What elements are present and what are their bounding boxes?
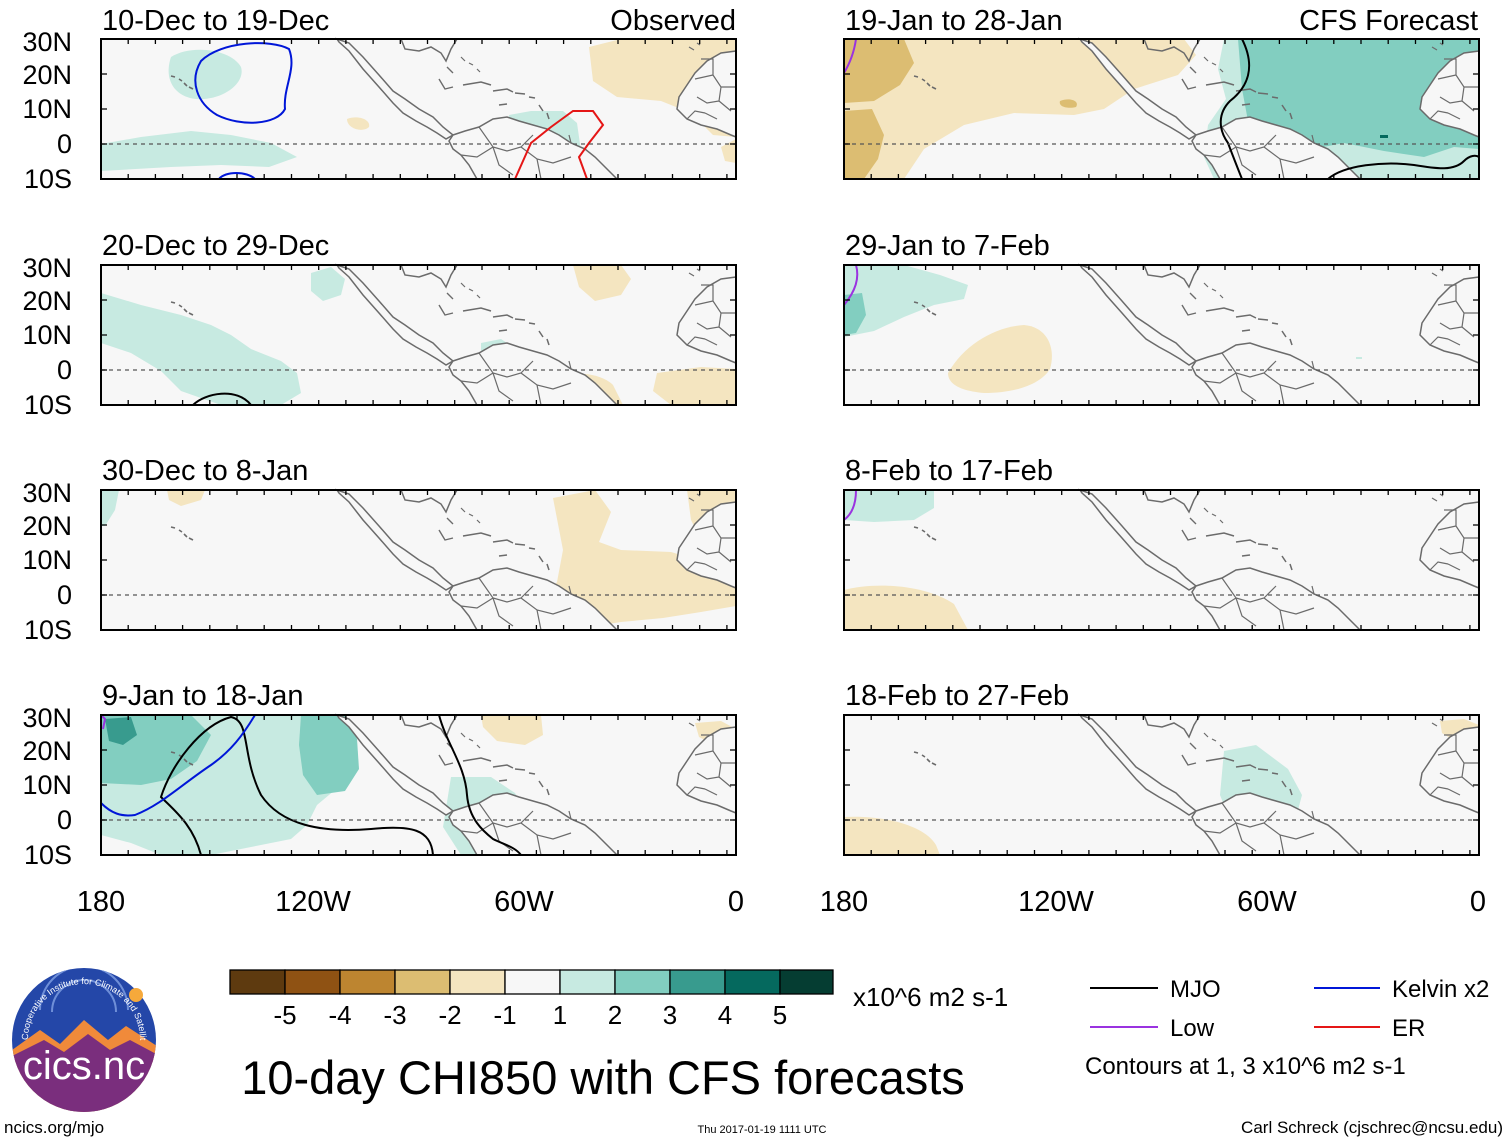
colorbar-swatch [449,969,506,995]
column-label-forecast: CFS Forecast [1299,5,1478,37]
colorbar-tick: -5 [273,1000,296,1030]
lon-axis-left: 180 120W 60W 0 [77,886,744,918]
panel-observed-2: 20-Dec to 29-Dec [100,230,737,406]
colorbar-tick: 1 [553,1000,567,1030]
legend-note: Contours at 1, 3 x10^6 m2 s-1 [1085,1053,1406,1080]
colorbar-swatch [724,969,781,995]
colorbar-swatch [284,969,341,995]
figure-title: 10-day CHI850 with CFS forecasts [241,1051,965,1104]
lat-label: 10N [22,94,72,124]
panel-title: 9-Jan to 18-Jan [102,680,304,712]
lon-label: 0 [1470,886,1486,918]
panel-forecast-1: 19-Jan to 28-Jan CFS Forecast [843,5,1480,180]
colorbar-swatch [559,969,616,995]
lat-label: 0 [57,805,72,835]
lat-label: 0 [57,580,72,610]
lat-label: 20N [22,286,72,316]
lat-label: 30N [22,478,72,508]
panel-title: 10-Dec to 19-Dec [102,5,329,37]
colorbar: -5 -4 -3 -2 -1 1 2 3 4 5 x10^6 m2 s-1 [229,969,1008,1030]
panel-title: 29-Jan to 7-Feb [845,230,1050,262]
colorbar-tick: 3 [663,1000,677,1030]
panel-forecast-2: 29-Jan to 7-Feb [843,230,1480,406]
logo-text: cics.nc [23,1044,145,1088]
colorbar-tick: 5 [773,1000,787,1030]
lon-label: 120W [1018,886,1094,918]
panel-title: 18-Feb to 27-Feb [845,680,1069,712]
lon-label: 120W [275,886,351,918]
colorbar-swatch [229,969,286,995]
lon-label: 0 [728,886,744,918]
column-label-observed: Observed [610,5,736,37]
lat-label: 20N [22,736,72,766]
legend-label-mjo: MJO [1170,976,1221,1003]
lat-label: 10N [22,320,72,350]
lat-label: 10S [24,840,72,870]
colorbar-tick: 4 [718,1000,732,1030]
colorbar-swatch [779,969,834,995]
lat-label: 10N [22,770,72,800]
panel-title: 19-Jan to 28-Jan [845,5,1063,37]
lon-label: 60W [1237,886,1297,918]
lon-axis-right: 180 120W 60W 0 [820,886,1486,918]
footer-site: ncics.org/mjo [4,1118,104,1137]
lat-label: 20N [22,511,72,541]
legend: MJO Kelvin x2 Low ER Contours at 1, 3 x1… [1085,976,1489,1080]
panel-observed-3: 30-Dec to 8-Jan [100,455,737,631]
legend-label-kelvin: Kelvin x2 [1392,976,1489,1003]
lon-label: 180 [77,886,125,918]
sun-icon [129,988,143,1002]
colorbar-tick: 2 [608,1000,622,1030]
colorbar-tick: -2 [438,1000,461,1030]
lat-axis-left: 30N 20N 10N 0 10S 30N 20N 10N 0 10S 30N … [22,27,72,870]
legend-label-low: Low [1170,1015,1215,1042]
panel-forecast-4: 18-Feb to 27-Feb [843,680,1480,856]
lat-label: 10N [22,545,72,575]
lat-label: 10S [24,390,72,420]
panel-forecast-3: 8-Feb to 17-Feb [843,455,1480,631]
panel-observed-1: 10-Dec to 19-Dec Observed [100,5,737,180]
panel-title: 20-Dec to 29-Dec [102,230,329,262]
lat-label: 20N [22,60,72,90]
footer-timestamp: Thu 2017-01-19 1111 UTC [697,1124,826,1136]
panel-title: 8-Feb to 17-Feb [845,455,1053,487]
colorbar-tick: -3 [383,1000,406,1030]
lat-label: 30N [22,27,72,57]
panel-title: 30-Dec to 8-Jan [102,455,308,487]
legend-label-er: ER [1392,1015,1425,1042]
colorbar-tick: -1 [493,1000,516,1030]
colorbar-swatch [614,969,671,995]
lat-label: 30N [22,253,72,283]
colorbar-swatch [669,969,726,995]
lat-label: 10S [24,615,72,645]
lat-label: 0 [57,129,72,159]
lon-label: 60W [494,886,554,918]
colorbar-swatch [339,969,396,995]
colorbar-swatch [394,969,451,995]
footer-author: Carl Schreck (cjschrec@ncsu.edu) [1241,1118,1503,1137]
panel-observed-4: 9-Jan to 18-Jan [100,680,737,856]
colorbar-swatch [504,969,561,995]
colorbar-tick: -4 [328,1000,351,1030]
lat-label: 30N [22,703,72,733]
colorbar-units: x10^6 m2 s-1 [853,982,1008,1012]
lat-label: 10S [24,164,72,194]
lon-label: 180 [820,886,868,918]
lat-label: 0 [57,355,72,385]
